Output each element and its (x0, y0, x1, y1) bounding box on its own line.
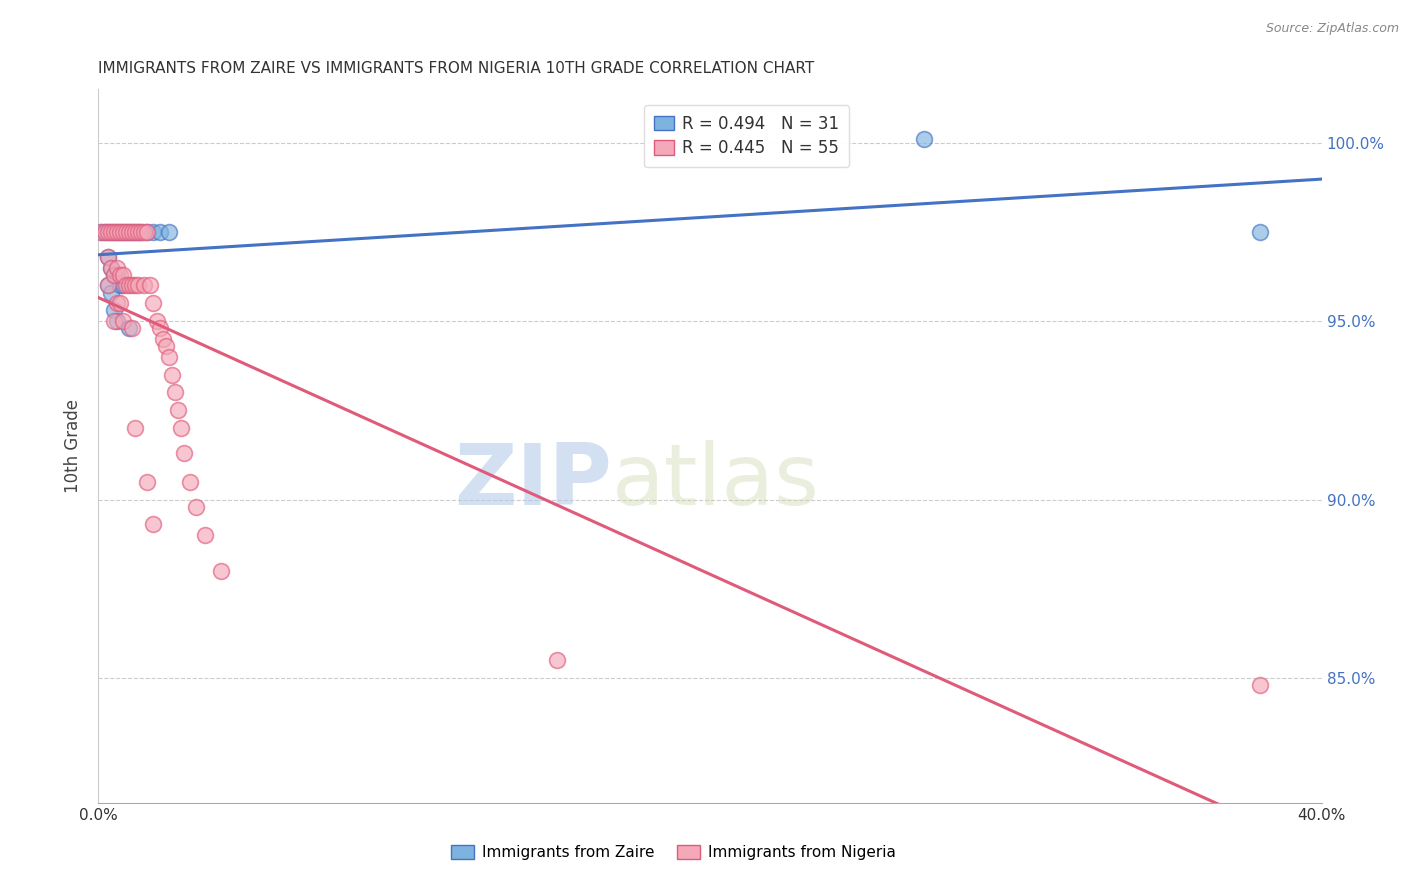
Point (97, 278, 120, 293)
Y-axis label: 10th Grade: 10th Grade (65, 399, 83, 493)
Point (97, 250, 120, 264)
Point (546, 653, 568, 667)
Point (105, 296, 128, 310)
Point (100, 260, 122, 275)
Text: Source: ZipAtlas.com: Source: ZipAtlas.com (1265, 22, 1399, 36)
Point (124, 225, 146, 239)
Point (186, 500, 208, 514)
Point (111, 314, 134, 328)
Point (124, 421, 146, 435)
Point (111, 225, 134, 239)
Point (136, 225, 159, 239)
Point (105, 225, 128, 239)
Point (103, 314, 125, 328)
Point (129, 225, 152, 239)
Point (121, 278, 143, 293)
Point (173, 446, 195, 460)
Point (108, 225, 131, 239)
Point (118, 225, 141, 239)
Point (105, 225, 128, 239)
Point (111, 225, 134, 239)
Point (115, 278, 138, 293)
Point (103, 268, 125, 282)
Point (93, 225, 115, 239)
Point (108, 268, 131, 282)
Point (108, 278, 131, 293)
Point (142, 517, 165, 532)
Point (149, 225, 172, 239)
Point (97, 225, 120, 239)
Point (142, 296, 165, 310)
Point (100, 225, 122, 239)
Point (157, 350, 180, 364)
Point (160, 368, 183, 382)
Point (179, 475, 201, 489)
Point (134, 278, 156, 293)
Point (108, 296, 131, 310)
Point (145, 314, 167, 328)
Point (93, 225, 115, 239)
Point (121, 225, 143, 239)
Point (142, 225, 165, 239)
Point (111, 278, 134, 293)
Point (167, 403, 190, 417)
Point (105, 314, 128, 328)
Point (129, 225, 152, 239)
Point (136, 225, 159, 239)
Point (152, 332, 174, 346)
Point (127, 225, 149, 239)
Point (124, 225, 146, 239)
Point (170, 421, 193, 435)
Point (209, 564, 232, 578)
Text: atlas: atlas (612, 440, 820, 524)
Point (103, 268, 125, 282)
Text: ZIP: ZIP (454, 440, 612, 524)
Point (105, 260, 128, 275)
Text: IMMIGRANTS FROM ZAIRE VS IMMIGRANTS FROM NIGERIA 10TH GRADE CORRELATION CHART: IMMIGRANTS FROM ZAIRE VS IMMIGRANTS FROM… (98, 61, 814, 76)
Point (139, 278, 162, 293)
Point (100, 260, 122, 275)
Point (1249, 225, 1271, 239)
Point (97, 278, 120, 293)
Point (155, 339, 177, 353)
Point (149, 321, 172, 335)
Point (103, 225, 125, 239)
Point (97, 225, 120, 239)
Point (118, 278, 141, 293)
Point (97, 250, 120, 264)
Point (134, 225, 156, 239)
Point (118, 321, 141, 335)
Point (194, 528, 217, 542)
Point (912, 132, 935, 146)
Point (136, 475, 159, 489)
Point (163, 385, 186, 400)
Point (108, 225, 131, 239)
Point (157, 225, 180, 239)
Point (105, 268, 128, 282)
Point (90, 225, 112, 239)
Point (100, 285, 122, 300)
Point (118, 225, 141, 239)
Point (121, 321, 143, 335)
Point (115, 225, 138, 239)
Point (124, 278, 146, 293)
Point (127, 225, 149, 239)
Point (103, 225, 125, 239)
Point (1249, 678, 1271, 692)
Point (111, 268, 134, 282)
Point (103, 303, 125, 318)
Point (90, 225, 112, 239)
Legend: Immigrants from Zaire, Immigrants from Nigeria: Immigrants from Zaire, Immigrants from N… (446, 839, 901, 866)
Point (121, 225, 143, 239)
Point (127, 278, 149, 293)
Point (115, 225, 138, 239)
Point (100, 225, 122, 239)
